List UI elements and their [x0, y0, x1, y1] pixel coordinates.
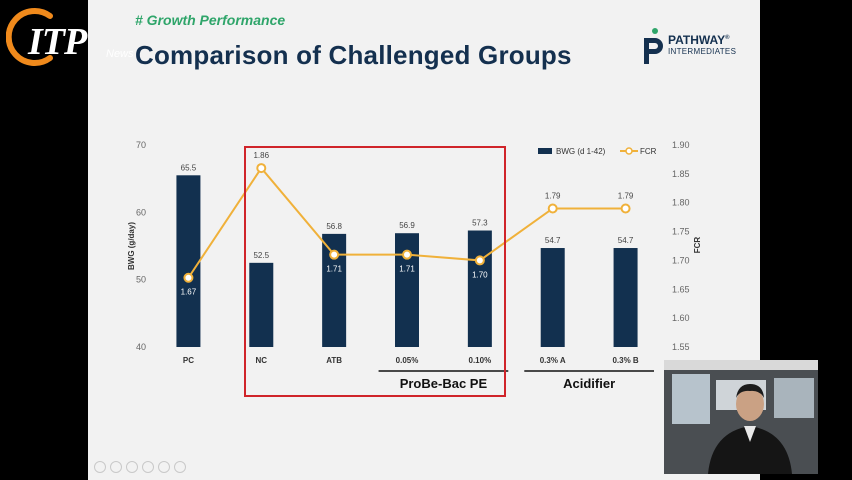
y-tick-label: 60: [136, 207, 146, 217]
y-tick-label: 50: [136, 275, 146, 285]
bar: [467, 230, 492, 347]
x-tick-label: NC: [256, 356, 268, 365]
group-label: Acidifier: [563, 376, 615, 391]
fcr-value-label: 1.79: [545, 191, 561, 200]
legend-bar-label: BWG (d 1-42): [556, 147, 606, 156]
itp-logo-text: ITP: [28, 21, 87, 63]
next-slide-icon[interactable]: [110, 461, 122, 473]
bar: [176, 175, 201, 347]
fcr-value-label: 1.71: [399, 265, 415, 274]
y2-axis-title: FCR: [693, 237, 702, 254]
fcr-value-label: 1.71: [326, 265, 342, 274]
speaker-webcam-video: [664, 360, 818, 474]
bar: [540, 248, 565, 347]
itp-news-text: News: [106, 48, 134, 60]
fcr-point: [547, 203, 558, 214]
fcr-value-label: 1.70: [472, 270, 488, 279]
itp-logo-ring-icon: [6, 8, 53, 66]
itp-news-logo: ITP News: [6, 6, 134, 68]
fcr-value-label: 1.67: [181, 288, 197, 297]
bwg-fcr-chart: 40 50 60 70 1.55 1.60 1.65 1.70 1.75 1.80 1.85 1.90…: [127, 140, 702, 391]
bar-value-label: 57.3: [472, 219, 488, 228]
fcr-value-label: 1.86: [253, 151, 269, 160]
slide-title: Comparison of Challenged Groups: [135, 40, 572, 70]
bar-value-label: 56.8: [326, 222, 342, 231]
bar-value-label: 56.9: [399, 221, 415, 230]
pathway-intermediates-logo: PATHWAY® INTERMEDIATES: [640, 26, 750, 66]
legend-line-label: FCR: [640, 147, 657, 156]
fcr-point: [256, 163, 267, 174]
highlight-box: [244, 146, 506, 397]
y2-tick-label: 1.75: [672, 227, 690, 237]
y2-tick-label: 1.90: [672, 140, 690, 150]
zoom-icon[interactable]: [158, 461, 170, 473]
slides-grid-icon[interactable]: [142, 461, 154, 473]
bar: [249, 262, 274, 347]
y-axis-title: BWG (g/day): [127, 222, 136, 270]
legend-line-marker: [625, 147, 633, 155]
bar-value-label: 54.7: [545, 236, 561, 245]
legend-bar-swatch: [538, 148, 552, 154]
pathway-p-icon: [644, 28, 663, 64]
fcr-point: [474, 255, 485, 266]
fcr-point: [402, 249, 412, 260]
bar-value-label: 52.5: [253, 251, 269, 260]
fcr-value-label: 1.79: [618, 191, 634, 200]
more-options-icon[interactable]: [174, 461, 186, 473]
x-tick-label: 0.3% A: [540, 356, 566, 365]
x-tick-label: 0.3% B: [612, 356, 638, 365]
y2-tick-label: 1.80: [672, 198, 690, 208]
x-tick-label: 0.10%: [469, 356, 492, 365]
y2-tick-label: 1.55: [672, 342, 690, 352]
slide-playback-toolbar[interactable]: [94, 461, 194, 473]
y2-tick-label: 1.65: [672, 284, 690, 294]
y2-tick-label: 1.60: [672, 313, 690, 323]
bar-value-label: 65.5: [181, 163, 197, 172]
group-label: ProBe-Bac PE: [400, 376, 488, 391]
presenter-silhouette-icon: [664, 360, 818, 474]
x-tick-label: PC: [183, 356, 194, 365]
fcr-point: [329, 249, 340, 260]
x-tick-label: 0.05%: [396, 356, 419, 365]
y2-tick-label: 1.85: [672, 169, 690, 179]
pen-icon[interactable]: [126, 461, 138, 473]
company-name: PATHWAY®: [668, 33, 730, 47]
y-tick-label: 70: [136, 140, 146, 150]
x-tick-label: ATB: [326, 356, 342, 365]
company-subtitle: INTERMEDIATES: [668, 47, 737, 56]
section-tag: # Growth Performance: [135, 12, 286, 28]
prev-slide-icon[interactable]: [94, 461, 106, 473]
fcr-point: [183, 272, 194, 283]
fcr-point: [620, 203, 631, 214]
bar: [613, 248, 638, 347]
y2-tick-label: 1.70: [672, 255, 690, 265]
bar-value-label: 54.7: [618, 236, 634, 245]
y-tick-label: 40: [136, 342, 146, 352]
